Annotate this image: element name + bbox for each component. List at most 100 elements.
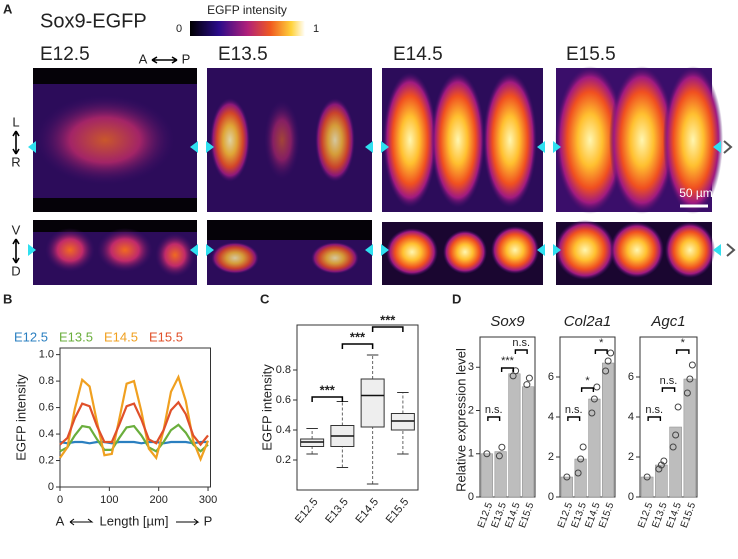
stage-label: E12.5 (40, 44, 90, 65)
image-signal (555, 220, 615, 280)
x-axis-label: Length [µm] (100, 513, 169, 528)
replicate-point (577, 455, 585, 463)
replicate-point (607, 349, 615, 357)
replicate-point (683, 389, 691, 397)
x-tick-label: E13.5 (323, 496, 351, 526)
legend-entry: E12.5 (14, 329, 48, 344)
bar (588, 398, 601, 498)
image-signal (609, 66, 675, 214)
significance-label: *** (350, 329, 366, 344)
y-axis-label: EGFP intensity (13, 374, 28, 461)
significance-label: *** (380, 312, 396, 327)
image-signal (443, 230, 487, 274)
y-axis-label: EGFP intensity (259, 364, 274, 451)
axis-arrow (151, 56, 178, 64)
replicate-point (604, 357, 612, 365)
significance-label: *** (501, 355, 515, 367)
bar (574, 458, 587, 498)
image-signal (45, 228, 95, 272)
significance-bracket (500, 367, 515, 372)
replicate-point (495, 452, 503, 460)
y-tick-label: 2 (468, 404, 474, 416)
legend-entry: E14.5 (104, 329, 138, 344)
replicate-point (593, 383, 601, 391)
replicate-point (588, 409, 596, 417)
replicate-point (498, 443, 506, 451)
replicate-point (643, 473, 651, 481)
significance-label: n.s. (645, 404, 663, 416)
axis-label: P (182, 51, 191, 66)
x-tick-label: E15.5 (384, 496, 412, 526)
significance-bracket (647, 416, 662, 421)
replicate-point (563, 473, 571, 481)
series-line (59, 423, 209, 453)
y-tick-label: 6 (628, 371, 634, 383)
significance-bracket (311, 396, 344, 402)
stage-label: E14.5 (393, 44, 443, 65)
y-tick-label: 0 (468, 491, 474, 503)
bar (683, 378, 697, 498)
replicate-point (525, 374, 533, 382)
y-tick-label: 1.0 (39, 349, 54, 361)
y-tick-label: 0.8 (276, 364, 291, 376)
replicate-point (674, 403, 682, 411)
replicate-point (523, 381, 531, 389)
micrographs: 50 µm (28, 66, 736, 285)
significance-bracket (487, 416, 501, 421)
image-signal (555, 66, 625, 214)
marker-outline (723, 140, 736, 257)
replicate-point (602, 367, 610, 375)
plot-frame (296, 324, 419, 491)
significance-label: * (599, 337, 604, 349)
replicate-point (688, 361, 696, 369)
image-signal (211, 242, 259, 274)
replicate-point (512, 367, 520, 375)
image-signal (431, 72, 485, 208)
significance-label: n.s. (512, 337, 530, 349)
significance-bracket (594, 349, 608, 354)
colorbar-tick: 1 (313, 23, 319, 35)
axis-arrow (69, 518, 200, 526)
axis-arrow (12, 238, 20, 264)
y-tick-label: 0 (628, 491, 634, 503)
panel-label: D (452, 291, 461, 306)
x-tick-label: 200 (150, 494, 168, 506)
replicate-point (669, 443, 677, 451)
image-signal (483, 72, 537, 208)
x-tick-label: 300 (199, 494, 217, 506)
image-signal (264, 100, 300, 180)
series-line (59, 374, 210, 463)
bar (494, 451, 507, 498)
image-signal (97, 228, 153, 272)
y-tick-label: 0.6 (276, 394, 291, 406)
replicate-point (672, 431, 680, 439)
significance-label: n.s. (565, 404, 583, 416)
y-tick-label: 1 (468, 448, 474, 460)
plot-frame (59, 347, 211, 488)
bar (602, 362, 615, 498)
significance-bracket (341, 343, 374, 349)
series-line (59, 400, 209, 447)
y-tick-label: 4 (628, 411, 634, 423)
axis-label: D (11, 263, 20, 278)
chart-title: Sox9 (490, 313, 525, 330)
x-tick-label: E12.5 (293, 496, 321, 526)
significance-label: n.s. (485, 404, 503, 416)
significance-bracket (580, 387, 595, 392)
x-tick-label: 0 (57, 494, 63, 506)
y-tick-label: 0.2 (276, 454, 291, 466)
image-signal (663, 66, 723, 214)
axis-label: V (12, 222, 21, 237)
image-signal (311, 242, 359, 274)
colorbar-tick: 0 (176, 23, 182, 35)
colorbar-label: EGFP intensity (207, 3, 287, 17)
y-tick-label: 0.4 (39, 428, 54, 440)
image-signal (491, 226, 539, 274)
panel-label: A (3, 1, 13, 16)
bar (522, 386, 535, 498)
axis-arrow (12, 130, 20, 155)
y-axis-label: Relative expression level (453, 348, 468, 492)
x-tick-label: E14.5 (353, 496, 381, 526)
image-signal (155, 233, 195, 277)
